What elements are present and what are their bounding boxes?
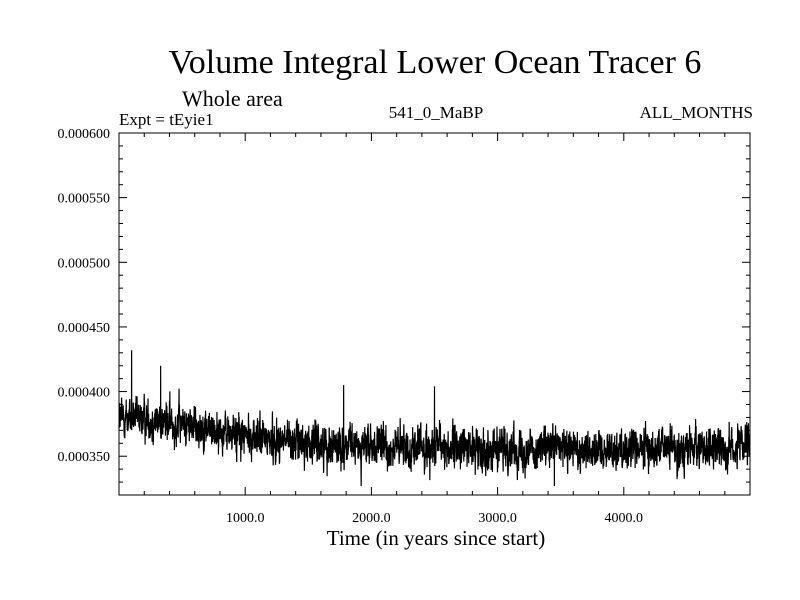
- chart-subtitle: Whole area: [182, 86, 283, 111]
- y-axis-tick-labels: 0.000600 0.000550 0.000500 0.000450 0.000400…: [58, 127, 111, 465]
- experiment-label: Expt = tEyie1: [119, 110, 214, 129]
- x-tick-label: 2000.0: [352, 511, 391, 526]
- x-tick-label: 4000.0: [605, 511, 644, 526]
- y-tick-label: 0.000500: [58, 256, 111, 271]
- y-tick-label: 0.000400: [58, 386, 111, 401]
- plot-frame: [118, 132, 751, 496]
- period-label: 541_0_MaBP: [389, 103, 483, 122]
- y-tick-label: 0.000550: [58, 192, 111, 207]
- chart-title: Volume Integral Lower Ocean Tracer 6: [169, 44, 702, 81]
- x-axis-label: Time (in years since start): [327, 526, 546, 550]
- x-axis-ticks: [143, 133, 726, 495]
- series-line: [118, 350, 751, 487]
- x-tick-label: 3000.0: [478, 511, 517, 526]
- x-tick-label: 1000.0: [226, 511, 265, 526]
- x-axis-tick-labels: 1000.0 2000.0 3000.0 4000.0: [226, 511, 643, 526]
- months-label: ALL_MONTHS: [640, 103, 753, 122]
- y-tick-label: 0.000450: [58, 321, 111, 336]
- y-tick-label: 0.000350: [58, 450, 111, 465]
- y-tick-label: 0.000600: [58, 127, 111, 142]
